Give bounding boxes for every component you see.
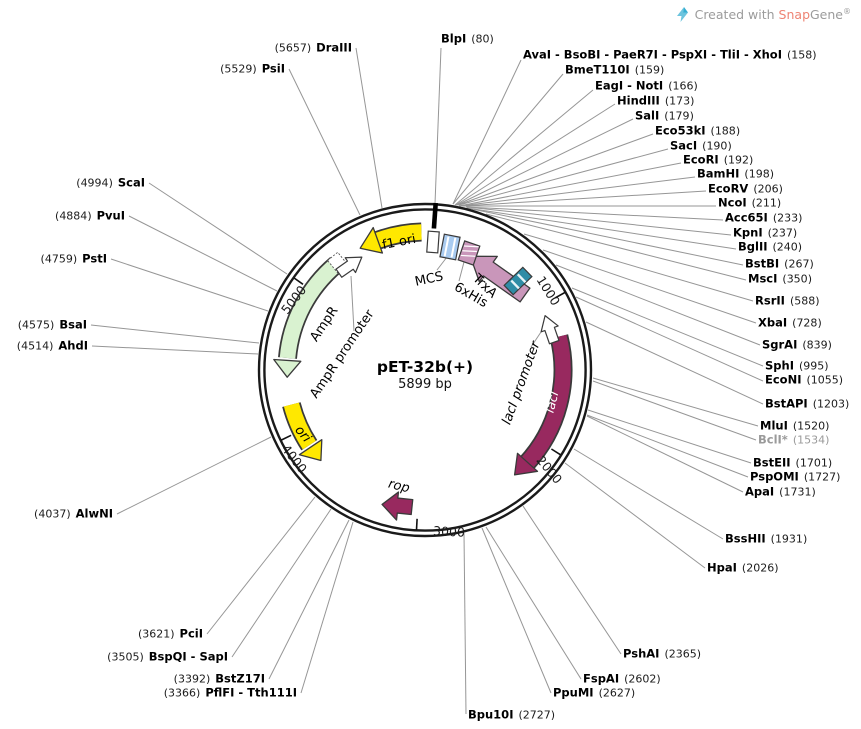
plasmid-size: 5899 bp [398, 377, 452, 392]
laci-promoter-label: lacI promoter [499, 338, 544, 427]
rop-arrow[interactable] [381, 491, 414, 522]
his-tag-box[interactable] [457, 240, 481, 266]
enzyme-label-ecori[interactable]: EcoRI192 [683, 149, 753, 168]
enzyme-label-pcii[interactable]: 3621PciI [138, 623, 203, 642]
f1-ori-arrowhead [359, 226, 384, 254]
enzyme-label-eco53ki[interactable]: Eco53kI188 [655, 120, 740, 139]
enzyme-label-msci[interactable]: MscI350 [748, 268, 812, 287]
mcs-box[interactable] [439, 233, 461, 261]
enzyme-label-avai-xhoi[interactable]: AvaI - BsoBI - PaeR7I - PspXI - TliI - X… [523, 44, 817, 63]
backbone-inner-ring [263, 208, 587, 532]
enzyme-label-bstz17i[interactable]: 3392BstZ17I [174, 668, 265, 687]
enzyme-label-bspqi-sapi[interactable]: 3505BspQI - SapI [107, 646, 228, 665]
connector-lines [90, 47, 764, 715]
ori-band [283, 402, 316, 450]
ori-arrowhead [298, 439, 323, 462]
enzyme-label-bsai[interactable]: 4575BsaI [18, 314, 87, 333]
enzyme-label-ahdi[interactable]: 4514AhdI [17, 335, 88, 354]
backbone-outer-ring [257, 202, 593, 538]
enzyme-label-bstapi[interactable]: BstAPI1203 [765, 393, 849, 412]
enzyme-label-sphi[interactable]: SphI995 [765, 355, 829, 374]
enzyme-label-hpai[interactable]: HpaI2026 [707, 557, 779, 576]
laci-band [520, 334, 571, 470]
enzyme-label-bglii[interactable]: BglII240 [738, 236, 802, 255]
enzyme-label-pflfi-tth111i[interactable]: 3366PflFI - Tth111I [164, 682, 297, 701]
plasmid-title: pET-32b(+) 5899 bp [377, 358, 473, 392]
feature-bands[interactable] [278, 222, 573, 471]
enzyme-label-bcli[interactable]: BclI*1534 [758, 429, 829, 448]
watermark-brand-snap: Snap [778, 7, 810, 23]
rop-label: rop [387, 477, 412, 497]
enzyme-label-bpu10i[interactable]: Bpu10I2727 [468, 704, 555, 723]
tick-3000: 3000 [433, 523, 466, 540]
enzyme-label-alwni[interactable]: 4037AlwNI [34, 503, 113, 522]
watermark-brand-gene: Gene [810, 7, 843, 23]
rbs-box[interactable] [503, 266, 533, 296]
enzyme-label-pshai[interactable]: PshAI2365 [623, 643, 701, 662]
ampr-promoter-arrow[interactable] [334, 250, 367, 281]
ampr-band [279, 258, 342, 359]
enzyme-label-sgrai[interactable]: SgrAI839 [762, 334, 832, 353]
plasmid-name: pET-32b(+) [376, 358, 474, 376]
watermark: Created with SnapGene® [676, 7, 851, 23]
watermark-text: Created with [694, 7, 775, 23]
enzyme-label-acc65i[interactable]: Acc65I233 [725, 207, 802, 226]
mcs-label: MCS [414, 269, 445, 290]
enzyme-label-hindiii[interactable]: HindIII173 [617, 90, 694, 109]
enzyme-label-bamhi[interactable]: BamHI198 [697, 163, 774, 182]
enzyme-label-scai[interactable]: 4994ScaI [76, 172, 145, 191]
enzyme-label-ncoi[interactable]: NcoI211 [718, 192, 781, 211]
enzyme-label-pspomi[interactable]: PspOMI1727 [750, 466, 840, 485]
enzyme-label-xbai[interactable]: XbaI728 [758, 312, 822, 331]
enzyme-label-draiii[interactable]: 5657DraIII [275, 37, 352, 56]
enzyme-label-apai[interactable]: ApaI1731 [745, 481, 816, 500]
enzyme-label-mlui[interactable]: MluI1520 [760, 415, 829, 434]
ampr-label: AmpR [307, 304, 341, 345]
enzyme-label-eagi-noti[interactable]: EagI - NotI166 [595, 75, 698, 94]
enzyme-label-saci[interactable]: SacI190 [670, 135, 732, 154]
laci-arrowhead [513, 452, 539, 476]
enzyme-label-psii[interactable]: 5529PsiI [220, 58, 285, 77]
spacer-box[interactable] [426, 230, 440, 254]
enzyme-label-bmet110i[interactable]: BmeT110I159 [565, 59, 664, 78]
blpi-site-tick [431, 202, 438, 229]
laci-label: lacI [542, 389, 562, 414]
enzyme-label-rsrii[interactable]: RsrII588 [755, 290, 820, 309]
enzyme-label-blpi[interactable]: BlpI80 [441, 28, 494, 47]
enzyme-label-ecorv[interactable]: EcoRV206 [708, 178, 783, 197]
f1-ori-label: f1 ori [381, 232, 417, 253]
ampr-arrowhead [273, 358, 302, 378]
enzyme-label-fspai[interactable]: FspAI2602 [583, 668, 661, 687]
snapgene-logo-icon [676, 7, 688, 23]
enzyme-label-kpni[interactable]: KpnI237 [733, 222, 797, 241]
enzyme-label-bsshii[interactable]: BssHII1931 [725, 528, 807, 547]
enzyme-label-psti[interactable]: 4759PstI [41, 248, 107, 267]
tick-1000: 1000 [534, 273, 564, 308]
laci-promoter-arrow[interactable] [537, 313, 563, 345]
enzyme-label-pvui[interactable]: 4884PvuI [55, 205, 125, 224]
enzyme-label-bstbi[interactable]: BstBI267 [745, 253, 814, 272]
enzyme-label-ppumi[interactable]: PpuMI2627 [553, 682, 635, 701]
enzyme-label-bsteii[interactable]: BstEII1701 [753, 452, 832, 471]
feature-arrowheads[interactable] [273, 226, 539, 476]
enzyme-label-econi[interactable]: EcoNI1055 [765, 369, 843, 388]
scale-ticks [280, 277, 566, 530]
enzyme-label-sali[interactable]: SalI179 [635, 105, 694, 124]
